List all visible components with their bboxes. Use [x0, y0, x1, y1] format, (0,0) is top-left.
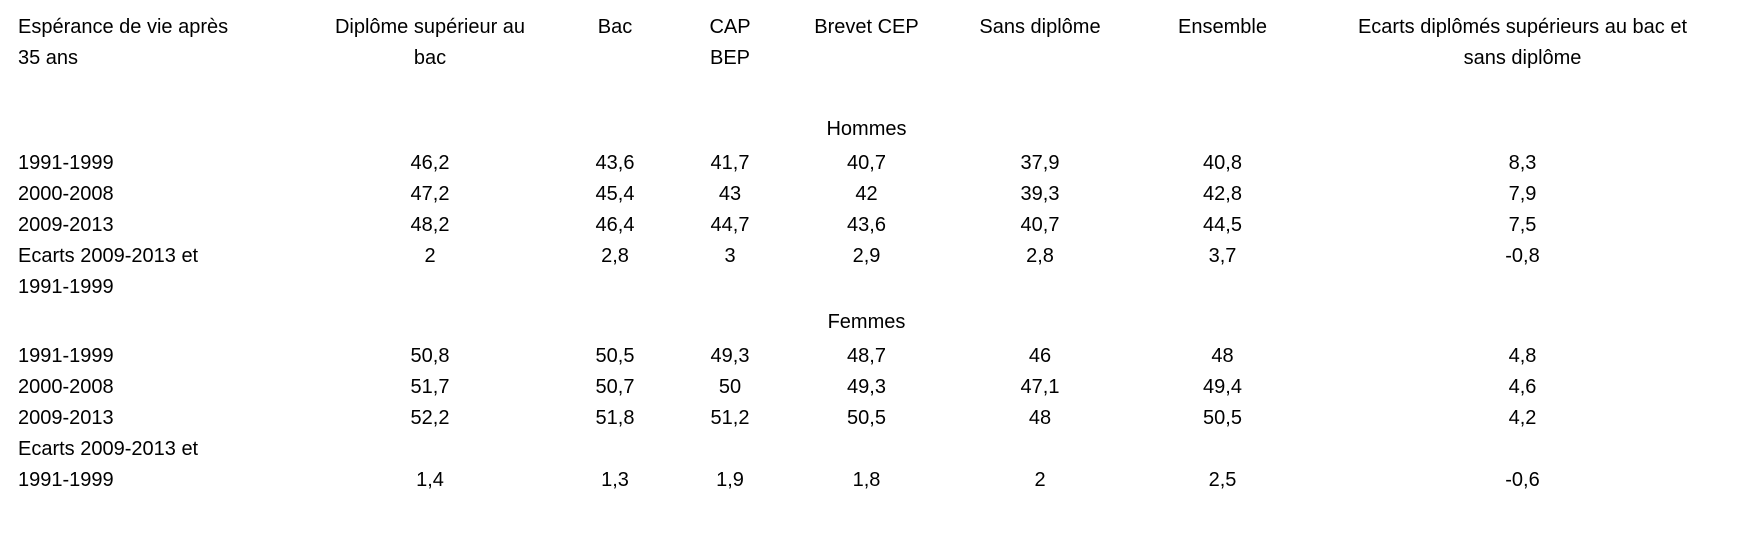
- row-label: 2000-2008: [18, 183, 114, 205]
- cell-value: 50,5: [847, 407, 886, 429]
- cell-value: 41,7: [710, 152, 750, 174]
- cell-value: 43,6: [595, 152, 635, 174]
- cell-value: -0,8: [1505, 245, 1540, 267]
- cell-value: 2,9: [852, 245, 881, 267]
- cell-value: 52,2: [410, 407, 450, 429]
- section-header-femmes: Femmes: [827, 310, 906, 333]
- column-header-ensemble: Ensemble: [1178, 16, 1267, 38]
- column-header-cap-bep: CAP BEP: [709, 16, 751, 69]
- row-label-text: Ecarts 2009-2013 et 1991-1999: [18, 245, 199, 298]
- cell-value: 42: [855, 183, 878, 205]
- cell-value: 4,6: [1508, 376, 1537, 398]
- column-header-diplome-superieur: Diplôme supérieur au bac: [334, 16, 526, 69]
- cell-value: 40,7: [847, 152, 886, 174]
- cell-value: 50,7: [595, 376, 635, 398]
- cell-value: 49,4: [1203, 376, 1242, 398]
- row-label: Ecarts 2009-2013 et 1991-1999: [0, 241, 322, 303]
- cell-value: 1,4: [416, 469, 444, 491]
- cell-value: 47,2: [410, 183, 450, 205]
- cell-value: 43,6: [847, 214, 886, 236]
- section-header-hommes: Hommes: [826, 117, 907, 140]
- section-row-femmes: Femmes: [0, 303, 1715, 341]
- cell-value: 51,2: [710, 407, 750, 429]
- cell-value: 50,5: [595, 345, 635, 367]
- cell-value: 44,5: [1203, 214, 1242, 236]
- table-row: 1991-1999 46,2 43,6 41,7 40,7 37,9 40,8 …: [0, 148, 1715, 179]
- column-header-sans-diplome: Sans diplôme: [979, 16, 1101, 38]
- row-label: 2000-2008: [18, 376, 114, 398]
- column-header-ecarts-text: Ecarts diplômés supérieurs au bac et san…: [1357, 16, 1688, 69]
- cell-value: 51,7: [410, 376, 450, 398]
- header-row: Espérance de vie après 35 ans Diplôme su…: [0, 0, 1715, 110]
- row-label-text: Ecarts 2009-2013 et 1991-1999: [18, 438, 199, 491]
- cell-value: 47,1: [1020, 376, 1060, 398]
- row-label: 1991-1999: [18, 152, 114, 174]
- cell-value: 46,2: [410, 152, 450, 174]
- cell-value: 4,2: [1508, 407, 1537, 429]
- cell-value: 48,2: [410, 214, 450, 236]
- cell-value: 50,5: [1203, 407, 1242, 429]
- column-header-ecarts: Ecarts diplômés supérieurs au bac et san…: [1330, 0, 1715, 110]
- cell-value: 2,5: [1208, 469, 1237, 491]
- row-label: Ecarts 2009-2013 et 1991-1999: [0, 434, 322, 496]
- cell-value: 1,3: [601, 469, 629, 491]
- cell-value: -0,6: [1505, 469, 1540, 491]
- row-label: 2009-2013: [18, 407, 114, 429]
- table-row-ecarts: Ecarts 2009-2013 et 1991-1999 1,4 1,3 1,…: [0, 434, 1715, 496]
- cell-value: 48: [1028, 407, 1052, 429]
- cell-value: 46,4: [595, 214, 635, 236]
- table-row: 2000-2008 47,2 45,4 43 42 39,3 42,8 7,9: [0, 179, 1715, 210]
- cell-value: 40,7: [1020, 214, 1060, 236]
- table-row: 2000-2008 51,7 50,7 50 49,3 47,1 49,4 4,…: [0, 372, 1715, 403]
- cell-value: 49,3: [847, 376, 886, 398]
- column-header-bac: Bac: [597, 16, 633, 38]
- column-header-brevet-cep: Brevet CEP: [814, 16, 919, 38]
- cell-value: 46: [1028, 345, 1052, 367]
- cell-value: 45,4: [595, 183, 635, 205]
- cell-value: 42,8: [1203, 183, 1242, 205]
- cell-value: 43: [718, 183, 742, 205]
- cell-value: 2: [424, 245, 436, 267]
- cell-value: 50,8: [410, 345, 450, 367]
- cell-value: 44,7: [710, 214, 750, 236]
- table-row: 2009-2013 48,2 46,4 44,7 43,6 40,7 44,5 …: [0, 210, 1715, 241]
- section-row-hommes: Hommes: [0, 110, 1715, 148]
- life-expectancy-table: Espérance de vie après 35 ans Diplôme su…: [0, 0, 1715, 496]
- cell-value: 2: [1034, 469, 1046, 491]
- cell-value: 7,9: [1508, 183, 1537, 205]
- cell-value: 4,8: [1508, 345, 1537, 367]
- cell-value: 49,3: [710, 345, 750, 367]
- table-row-ecarts: Ecarts 2009-2013 et 1991-1999 2 2,8 3 2,…: [0, 241, 1715, 303]
- cell-value: 51,8: [595, 407, 635, 429]
- cell-value: 2,8: [1026, 245, 1054, 267]
- cell-value: 7,5: [1508, 214, 1537, 236]
- row-label: 1991-1999: [18, 345, 114, 367]
- cell-value: 48,7: [847, 345, 886, 367]
- cell-value: 3,7: [1208, 245, 1237, 267]
- cell-value: 8,3: [1508, 152, 1537, 174]
- cell-value: 37,9: [1020, 152, 1060, 174]
- table-row: 2009-2013 52,2 51,8 51,2 50,5 48 50,5 4,…: [0, 403, 1715, 434]
- corner-header: Espérance de vie après 35 ans: [18, 16, 229, 69]
- corner-header-cell: Espérance de vie après 35 ans: [0, 0, 322, 110]
- cell-value: 50: [718, 376, 742, 398]
- row-label: 2009-2013: [18, 214, 114, 236]
- cell-value: 39,3: [1020, 183, 1060, 205]
- table-row: 1991-1999 50,8 50,5 49,3 48,7 46 48 4,8: [0, 341, 1715, 372]
- cell-value: 3: [724, 245, 736, 267]
- cell-value: 1,9: [716, 469, 744, 491]
- cell-value: 1,8: [852, 469, 881, 491]
- cell-value: 40,8: [1203, 152, 1242, 174]
- cell-value: 2,8: [601, 245, 629, 267]
- cell-value: 48: [1211, 345, 1234, 367]
